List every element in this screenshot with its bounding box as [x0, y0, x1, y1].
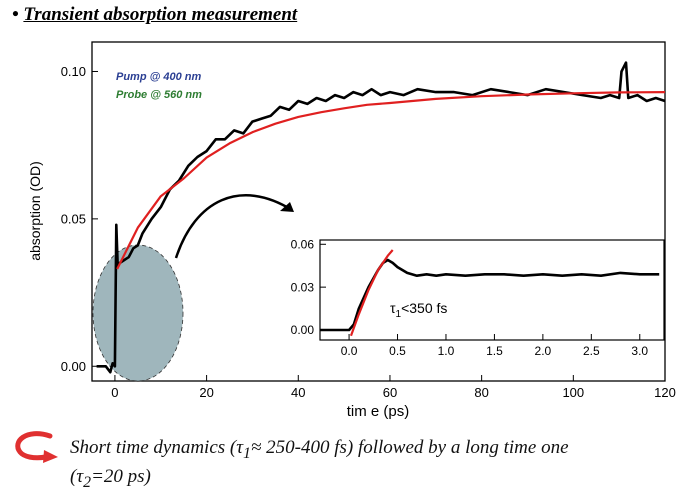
- inset-x-tick-label: 0.5: [389, 344, 406, 358]
- legend-pump: Pump @ 400 nm: [116, 71, 202, 83]
- inset-plot-frame: [319, 239, 665, 341]
- inset-x-tick-label: 0.0: [341, 344, 358, 358]
- inset-background: [320, 240, 664, 340]
- caption: Short time dynamics (τ1≈ 250-400 fs) fol…: [70, 436, 680, 494]
- main-x-tick-label: 60: [383, 385, 397, 400]
- inset-y-tick-label: 0.00: [291, 323, 315, 337]
- inset-x-tick-label: 2.0: [535, 344, 552, 358]
- main-y-tick-label: 0.10: [61, 64, 86, 79]
- main-series-group: [96, 61, 666, 374]
- curved-arrow-icon: [15, 431, 58, 463]
- inset-x-tick-label: 3.0: [631, 344, 648, 358]
- main-y-tick-label: 0.00: [61, 359, 86, 374]
- inset-axes-ticks: 0.0 0.5 1.0 1.5 2.0 2.5 3.0 0.00 0.03 0.06: [291, 237, 649, 358]
- zoom-arrow: [174, 194, 293, 259]
- inset-annotation-sub: 1: [396, 309, 402, 320]
- main-y-tick-label: 0.05: [61, 211, 86, 226]
- transient-absorption-chart: 0 20 40 60 80 100 120 0.00 0.05 0.10 Pump @ 400 n…: [27, 41, 676, 420]
- caption-tau1: τ: [236, 437, 244, 458]
- inset-y-tick-label: 0.06: [291, 237, 315, 251]
- legend-probe: Probe @ 560 nm: [116, 89, 202, 101]
- main-x-axis-label: tim e (ps): [347, 403, 410, 420]
- caption-tau2: τ: [76, 465, 84, 487]
- inset-annotation: τ1<350 fs: [390, 300, 447, 320]
- caption-tau1-sub: 1: [243, 444, 251, 462]
- inset-annotation-rest: <350 fs: [401, 300, 447, 316]
- main-y-axis-label: absorption (OD): [27, 161, 43, 261]
- main-axes-ticks: 0 20 40 60 80 100 120 0.00 0.05 0.10: [61, 64, 676, 400]
- main-x-tick-label: 120: [654, 385, 676, 400]
- title-text: Transient absorption measurement: [23, 4, 298, 25]
- inset-series-group: [320, 249, 660, 337]
- inset-x-tick-label: 1.5: [486, 344, 503, 358]
- inset-x-tick-label: 2.5: [583, 344, 600, 358]
- inset-y-tick-label: 0.03: [291, 280, 315, 294]
- caption-text-1: Short time dynamics (: [70, 437, 237, 458]
- caption-tau2-sub: 2: [83, 473, 92, 491]
- main-fit-line: [116, 91, 666, 270]
- inset-data-line: [320, 258, 660, 332]
- caption-text-4: =20 ps): [91, 465, 151, 487]
- caption-text-3: (: [70, 465, 77, 487]
- inset-x-tick-label: 1.0: [438, 344, 455, 358]
- main-data-line: [96, 61, 666, 374]
- highlight-ellipse: [92, 244, 184, 382]
- main-x-tick-label: 100: [562, 385, 584, 400]
- inset-annotation-tau: τ: [390, 300, 396, 316]
- main-x-tick-label: 80: [474, 385, 488, 400]
- inset-fit-line: [349, 249, 394, 337]
- caption-text-2: ≈ 250-400 fs) followed by a long time on…: [250, 437, 569, 458]
- main-plot-frame: [91, 41, 666, 382]
- main-x-tick-label: 20: [199, 385, 213, 400]
- title-bullet: •: [12, 4, 19, 25]
- main-x-tick-label: 0: [111, 385, 118, 400]
- zoom-arrowhead-icon: [280, 202, 294, 212]
- slide-title: • Transient absorption measurement: [12, 4, 297, 26]
- main-x-tick-label: 40: [291, 385, 305, 400]
